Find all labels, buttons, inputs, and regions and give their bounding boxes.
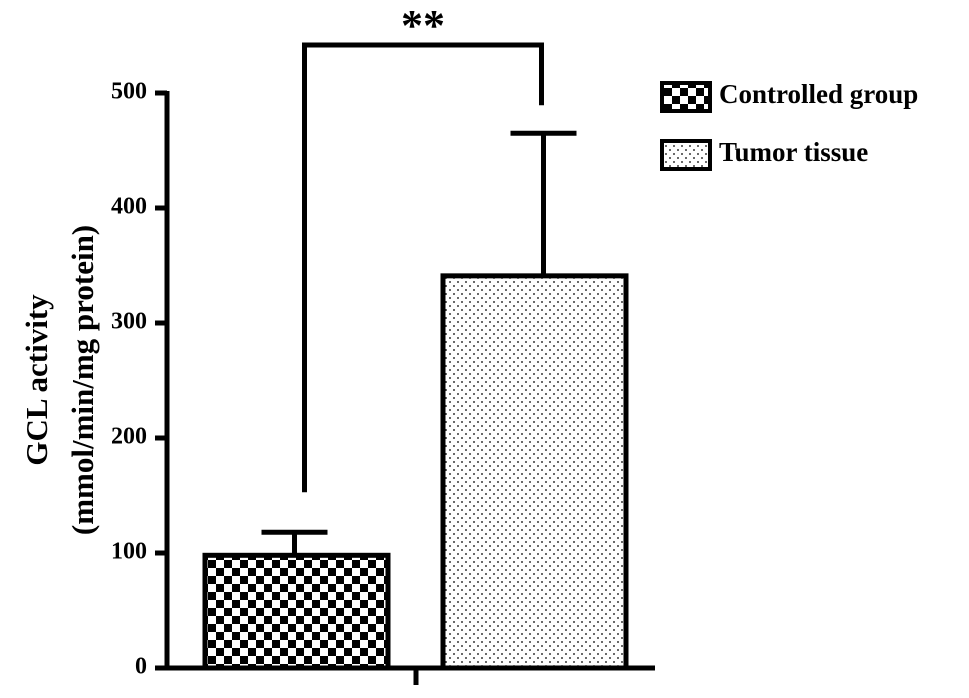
y-tick-label: 400 [111,194,147,220]
y-tick-label: 200 [111,424,147,450]
y-tick-label: 100 [111,539,147,565]
legend-swatch [660,81,712,113]
y-tick-label: 500 [111,79,147,105]
y-tick-label: 0 [135,654,147,680]
y-axis-label: GCL activity [19,294,54,466]
legend-label: Controlled group [719,79,918,109]
y-axis-label: (mmol/min/mg protein) [65,225,100,535]
legend-swatch [660,139,712,171]
bar [202,552,391,671]
annotation: ** [401,1,445,50]
legend-label: Tumor tissue [719,137,868,167]
significance-bracket [302,42,544,493]
bar [440,273,629,671]
y-tick-label: 300 [111,309,147,335]
